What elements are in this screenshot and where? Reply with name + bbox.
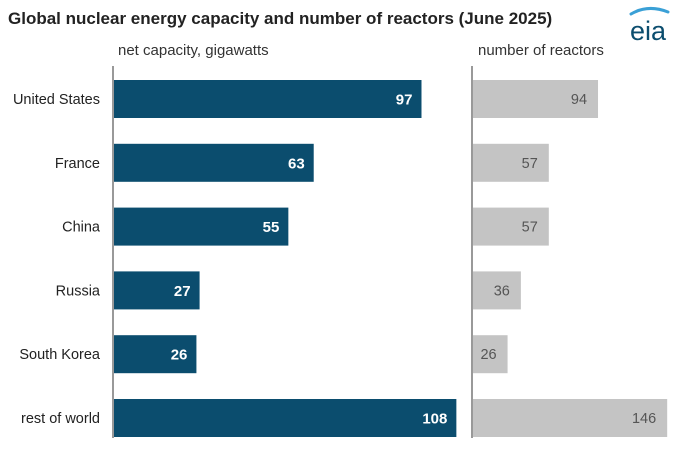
- capacity-bar-china: [114, 207, 289, 246]
- logo-text: eia: [630, 16, 667, 46]
- reactor-value-label-united-states: 94: [571, 92, 587, 108]
- eia-logo: eia: [629, 7, 670, 46]
- capacity-value-label-united-states: 97: [396, 92, 413, 109]
- reactor-bar-rest-of-world: [473, 399, 668, 437]
- category-label-france: France: [55, 156, 100, 172]
- capacity-bar-south-korea: [114, 335, 197, 374]
- reactor-bars: 94 57 57 36 26 146: [473, 80, 668, 437]
- capacity-value-label-china: 55: [263, 219, 280, 236]
- chart-title: Global nuclear energy capacity and numbe…: [8, 9, 552, 28]
- capacity-bar-united-states: [114, 80, 422, 118]
- reactors-panel-label: number of reactors: [478, 42, 604, 59]
- category-label-china: China: [62, 220, 101, 236]
- reactor-value-label-france: 57: [522, 156, 538, 172]
- reactor-value-label-rest-of-world: 146: [632, 411, 656, 427]
- reactor-bar-china: [473, 207, 549, 246]
- reactor-value-label-china: 57: [522, 220, 538, 236]
- logo-swoosh-icon: [629, 7, 670, 16]
- category-label-rest-of-world: rest of world: [21, 411, 100, 427]
- capacity-bar-russia: [114, 271, 200, 310]
- capacity-bar-france: [114, 143, 314, 182]
- category-labels: United States France China Russia South Kore…: [13, 92, 101, 427]
- capacity-value-label-south-korea: 26: [171, 347, 188, 364]
- reactor-bar-france: [473, 143, 549, 182]
- capacity-bars: 97 63 55 27 26 108: [114, 80, 457, 437]
- capacity-value-label-france: 63: [288, 155, 305, 172]
- reactor-bar-russia: [473, 271, 521, 310]
- reactor-bar-south-korea: [473, 335, 508, 374]
- capacity-panel-label: net capacity, gigawatts: [118, 42, 269, 59]
- reactor-value-label-south-korea: 26: [480, 347, 496, 363]
- reactor-bar-united-states: [473, 80, 599, 118]
- capacity-bar-rest-of-world: [114, 399, 457, 437]
- category-label-russia: Russia: [56, 283, 101, 299]
- category-label-south-korea: South Korea: [19, 347, 101, 363]
- reactor-value-label-russia: 36: [494, 283, 510, 299]
- capacity-value-label-russia: 27: [174, 283, 191, 300]
- capacity-value-label-rest-of-world: 108: [422, 411, 447, 428]
- category-label-united-states: United States: [13, 92, 100, 108]
